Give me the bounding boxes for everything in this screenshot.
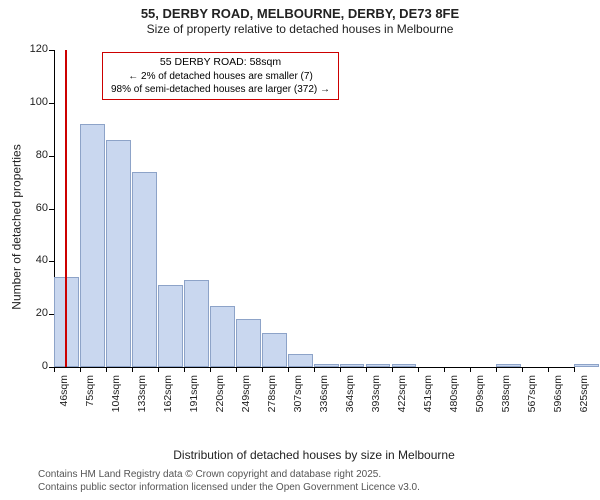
x-tick: [444, 367, 445, 372]
attribution-line: Contains public sector information licen…: [38, 482, 420, 495]
property-info-box: 55 DERBY ROAD: 58sqm← 2% of detached hou…: [102, 52, 339, 100]
x-tick-label: 46sqm: [58, 375, 70, 419]
histogram-bar: [132, 172, 157, 367]
x-tick: [522, 367, 523, 372]
histogram-bar: [366, 364, 391, 367]
x-tick: [54, 367, 55, 372]
x-tick-label: 567sqm: [526, 375, 538, 419]
y-tick-label: 100: [24, 96, 48, 108]
property-marker-line: [65, 50, 67, 367]
histogram-bar: [80, 124, 105, 367]
x-tick: [574, 367, 575, 372]
histogram-bar: [262, 333, 287, 367]
info-box-title: 55 DERBY ROAD: 58sqm: [111, 56, 330, 70]
y-tick-label: 40: [24, 254, 48, 266]
x-tick-label: 336sqm: [318, 375, 330, 419]
histogram-bar: [496, 364, 521, 367]
attribution: Contains HM Land Registry data © Crown c…: [38, 469, 420, 494]
attribution-line: Contains HM Land Registry data © Crown c…: [38, 469, 420, 482]
x-tick: [340, 367, 341, 372]
x-tick: [496, 367, 497, 372]
x-tick: [314, 367, 315, 372]
x-tick-label: 191sqm: [188, 375, 200, 419]
x-tick: [418, 367, 419, 372]
x-tick-label: 75sqm: [84, 375, 96, 419]
x-tick-label: 480sqm: [448, 375, 460, 419]
x-tick-label: 596sqm: [552, 375, 564, 419]
x-tick: [210, 367, 211, 372]
x-tick: [184, 367, 185, 372]
x-tick: [80, 367, 81, 372]
histogram-bar: [158, 285, 183, 367]
x-tick-label: 249sqm: [240, 375, 252, 419]
histogram-bar: [574, 364, 599, 367]
y-tick-label: 60: [24, 202, 48, 214]
histogram-bar: [106, 140, 131, 367]
x-tick: [470, 367, 471, 372]
x-tick-label: 104sqm: [110, 375, 122, 419]
x-tick-label: 422sqm: [396, 375, 408, 419]
y-tick-label: 20: [24, 307, 48, 319]
x-tick-label: 625sqm: [578, 375, 590, 419]
title-main: 55, DERBY ROAD, MELBOURNE, DERBY, DE73 8…: [0, 6, 600, 21]
y-tick: [49, 103, 54, 104]
x-tick-label: 162sqm: [162, 375, 174, 419]
x-tick: [288, 367, 289, 372]
y-tick: [49, 156, 54, 157]
histogram-bar: [210, 306, 235, 367]
chart-container: 55, DERBY ROAD, MELBOURNE, DERBY, DE73 8…: [0, 0, 600, 500]
x-tick: [392, 367, 393, 372]
x-tick-label: 220sqm: [214, 375, 226, 419]
x-axis-label: Distribution of detached houses by size …: [54, 448, 574, 462]
x-tick: [236, 367, 237, 372]
info-box-larger: 98% of semi-detached houses are larger (…: [111, 83, 330, 96]
x-tick: [366, 367, 367, 372]
y-tick: [49, 261, 54, 262]
histogram-bar: [184, 280, 209, 367]
x-tick-label: 451sqm: [422, 375, 434, 419]
y-tick-label: 80: [24, 149, 48, 161]
histogram-bar: [314, 364, 339, 367]
x-tick: [106, 367, 107, 372]
plot-region: 02040608010012046sqm75sqm104sqm133sqm162…: [54, 42, 574, 412]
info-box-smaller: ← 2% of detached houses are smaller (7): [111, 70, 330, 83]
histogram-bar: [340, 364, 365, 367]
x-tick-label: 538sqm: [500, 375, 512, 419]
x-tick-label: 278sqm: [266, 375, 278, 419]
x-tick-label: 509sqm: [474, 375, 486, 419]
histogram-bar: [288, 354, 313, 367]
x-tick: [158, 367, 159, 372]
chart-area: 02040608010012046sqm75sqm104sqm133sqm162…: [54, 42, 574, 412]
x-tick: [262, 367, 263, 372]
y-tick: [49, 209, 54, 210]
x-tick: [548, 367, 549, 372]
title-sub: Size of property relative to detached ho…: [0, 22, 600, 36]
x-tick-label: 307sqm: [292, 375, 304, 419]
x-tick: [132, 367, 133, 372]
x-tick-label: 364sqm: [344, 375, 356, 419]
histogram-bar: [392, 364, 417, 367]
y-tick-label: 0: [24, 360, 48, 372]
y-tick: [49, 50, 54, 51]
histogram-bar: [236, 319, 261, 367]
y-tick-label: 120: [24, 43, 48, 55]
x-tick-label: 393sqm: [370, 375, 382, 419]
x-tick-label: 133sqm: [136, 375, 148, 419]
